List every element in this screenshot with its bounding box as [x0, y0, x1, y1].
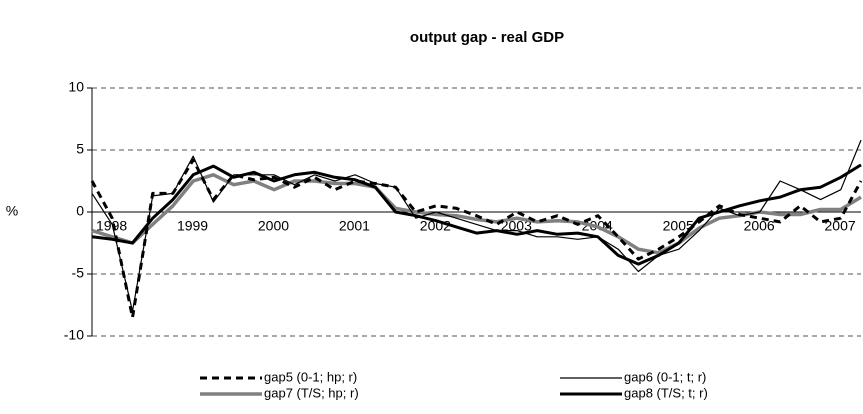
y-axis-label: % [6, 203, 18, 219]
x-tick-label: 2003 [501, 218, 532, 234]
x-tick-label: 2000 [258, 218, 289, 234]
x-tick-label: 1999 [177, 218, 208, 234]
chart-title: output gap - real GDP [410, 29, 564, 46]
legend-label: gap7 (T/S; hp; r) [264, 385, 359, 400]
y-tick-label: 10 [68, 79, 84, 95]
x-tick-label: 2005 [663, 218, 694, 234]
x-tick-label: 2006 [744, 218, 775, 234]
series-line [91, 139, 862, 312]
x-tick-label: 1998 [96, 218, 127, 234]
legend-label: gap8 (T/S; t; r) [624, 385, 708, 400]
y-tick-label: 5 [76, 141, 84, 157]
series-line [91, 163, 862, 266]
legend-label: gap6 (0-1; t; r) [624, 369, 706, 384]
y-tick-label: -5 [72, 265, 85, 281]
legend-label: gap5 (0-1; hp; r) [264, 369, 357, 384]
x-tick-label: 2007 [825, 218, 856, 234]
x-tick-label: 2001 [339, 218, 370, 234]
y-tick-label: 0 [76, 203, 84, 219]
series-line [90, 158, 863, 319]
y-tick-label: -10 [64, 327, 84, 343]
series-line [91, 173, 862, 255]
